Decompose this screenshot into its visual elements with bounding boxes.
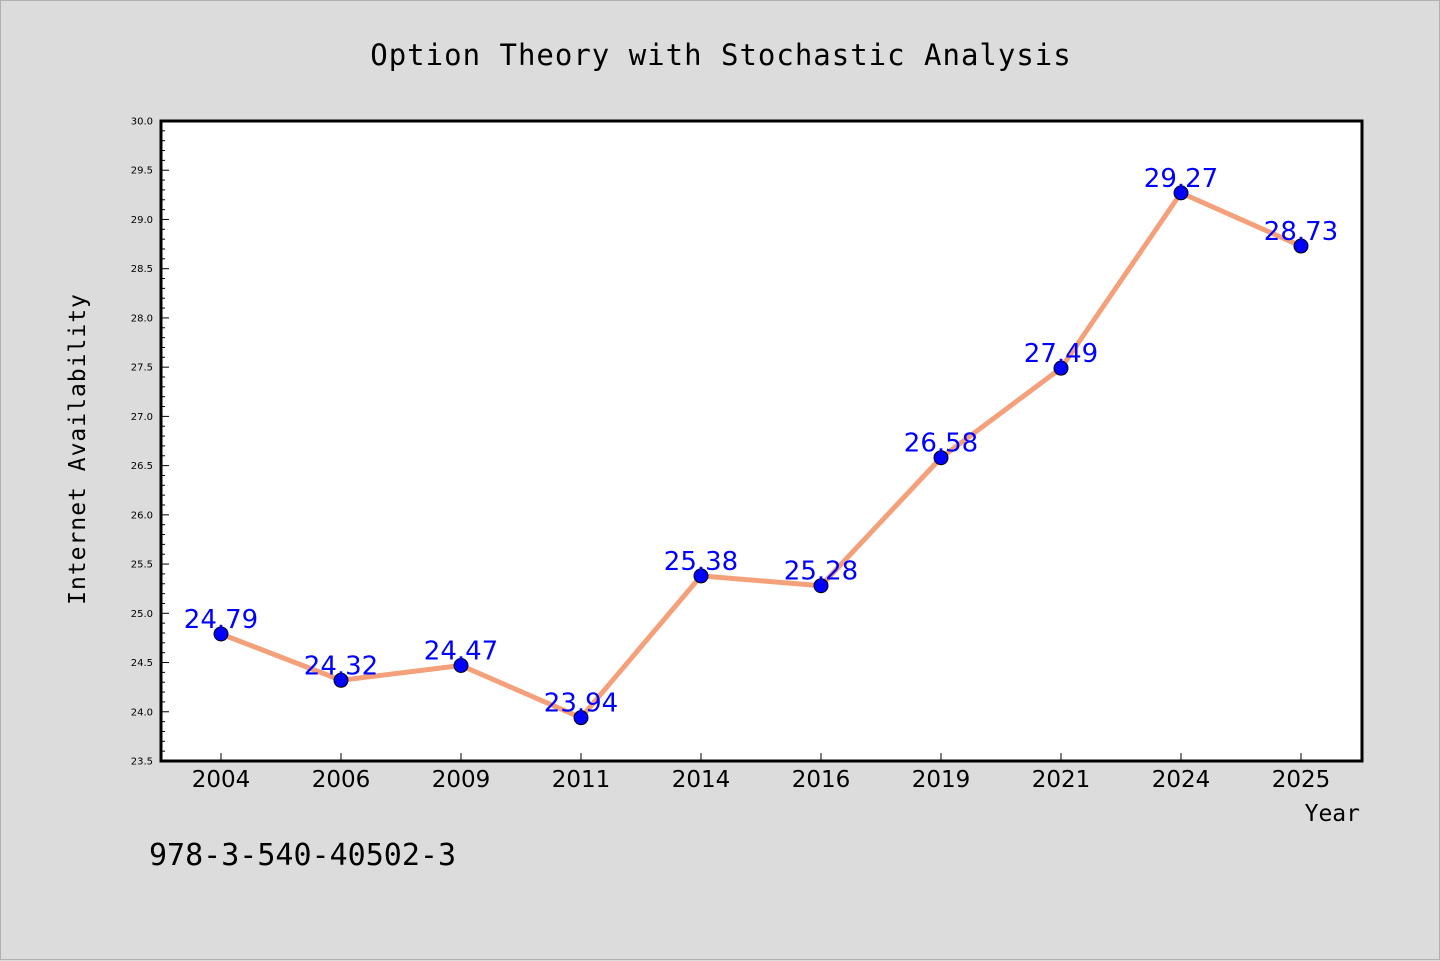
data-label: 28.73 xyxy=(1264,217,1338,247)
chart-title: Option Theory with Stochastic Analysis xyxy=(370,38,1071,72)
y-tick-label: 29.5 xyxy=(131,166,153,177)
y-tick-label: 26.5 xyxy=(131,461,153,472)
data-point xyxy=(1293,238,1309,254)
x-tick-label: 2024 xyxy=(1152,767,1211,793)
y-tick-label: 26.0 xyxy=(131,510,153,521)
data-point xyxy=(1173,185,1189,201)
x-tick-label: 2006 xyxy=(312,767,371,793)
x-tick-label: 2014 xyxy=(672,767,731,793)
data-point xyxy=(933,450,949,466)
isbn-annotation: 978-3-540-40502-3 xyxy=(149,838,456,873)
series-line xyxy=(220,190,1303,721)
data-label: 24.79 xyxy=(184,605,258,635)
data-point xyxy=(813,578,829,594)
x-tick-label: 2004 xyxy=(192,767,251,793)
data-label: 25.28 xyxy=(784,557,858,587)
data-point xyxy=(1053,360,1069,376)
y-axis: 23.5 24.0 24.5 25.0 25.5 26.0 26.5 27.0 27.5 28.0… xyxy=(131,117,169,768)
x-tick-label: 2021 xyxy=(1032,767,1091,793)
data-point xyxy=(453,657,469,673)
y-tick-label: 30.0 xyxy=(131,117,153,128)
data-labels: 24.79 24.32 24.47 23.94 25.38 25.28 26.58 27.49… xyxy=(184,164,1338,719)
x-tick-label: 2011 xyxy=(552,767,611,793)
y-axis-label: Internet Availability xyxy=(65,293,91,605)
data-label: 25.38 xyxy=(664,547,738,577)
data-label: 27.49 xyxy=(1024,339,1098,369)
y-tick-label: 28.0 xyxy=(131,313,153,324)
plot-area xyxy=(159,119,1364,763)
data-point xyxy=(693,568,709,584)
y-tick-label: 25.0 xyxy=(131,609,153,620)
x-tick-label: 2016 xyxy=(792,767,851,793)
x-axis-label: Year xyxy=(1305,801,1360,827)
y-tick-label: 24.0 xyxy=(131,707,153,718)
data-point xyxy=(213,626,229,642)
data-points xyxy=(213,185,1309,726)
x-tick-label: 2025 xyxy=(1272,767,1331,793)
x-axis: 2004 2006 2009 2011 2014 2016 2019 2021 2024 2025 xyxy=(192,753,1331,793)
data-label: 26.58 xyxy=(904,429,978,459)
data-label: 23.94 xyxy=(544,689,618,719)
data-label: 24.47 xyxy=(424,636,498,666)
y-tick-label: 29.0 xyxy=(131,215,153,226)
y-tick-label: 27.0 xyxy=(131,412,153,423)
y-tick-label: 24.5 xyxy=(131,658,153,669)
y-tick-label: 23.5 xyxy=(131,757,153,768)
data-label: 24.32 xyxy=(304,651,378,681)
y-tick-label: 27.5 xyxy=(131,363,153,374)
x-tick-label: 2009 xyxy=(432,767,491,793)
y-tick-label: 25.5 xyxy=(131,560,153,571)
x-tick-label: 2019 xyxy=(912,767,971,793)
data-label: 29.27 xyxy=(1144,164,1218,194)
y-tick-label: 28.5 xyxy=(131,264,153,275)
data-point xyxy=(573,710,589,726)
data-point xyxy=(333,672,349,688)
